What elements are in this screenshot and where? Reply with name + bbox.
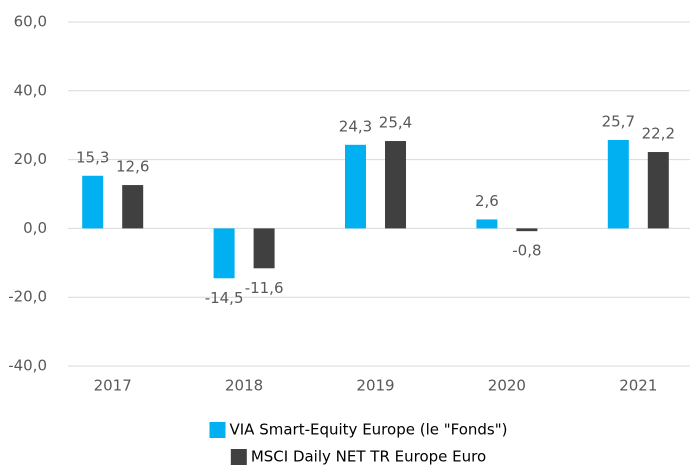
data-label: 2,6 — [475, 192, 499, 210]
x-tick-label: 2020 — [488, 377, 526, 395]
data-label: 25,4 — [379, 114, 412, 132]
bar — [647, 152, 669, 229]
y-tick-label: -20,0 — [8, 288, 47, 306]
data-label: -0,8 — [512, 242, 541, 260]
data-label: -11,6 — [245, 279, 284, 297]
data-label: 12,6 — [116, 158, 149, 176]
bar — [213, 228, 235, 279]
x-tick-label: 2019 — [356, 377, 394, 395]
legend-label: VIA Smart-Equity Europe (le "Fonds") — [230, 421, 508, 439]
y-tick-label: 20,0 — [14, 150, 47, 168]
legend-swatch — [230, 449, 247, 465]
bar — [122, 185, 144, 229]
x-tick-label: 2021 — [619, 377, 657, 395]
data-label: 24,3 — [339, 117, 372, 135]
y-tick-label: -40,0 — [8, 357, 47, 375]
y-tick-label: 0,0 — [23, 219, 47, 237]
legend-swatch — [209, 422, 226, 438]
bar — [253, 228, 275, 269]
bar — [607, 139, 629, 229]
data-label: 15,3 — [76, 148, 109, 166]
legend-label: MSCI Daily NET TR Europe Euro — [251, 448, 486, 466]
bar — [345, 144, 366, 229]
x-tick-label: 2018 — [225, 377, 263, 395]
bar — [82, 175, 104, 229]
bar — [516, 228, 538, 232]
y-tick-label: 40,0 — [14, 81, 47, 99]
bar — [476, 219, 498, 229]
data-label: 25,7 — [602, 112, 635, 130]
y-tick-label: 60,0 — [14, 13, 47, 31]
data-label: 22,2 — [642, 125, 675, 143]
data-label: -14,5 — [205, 289, 244, 307]
bar — [385, 141, 406, 229]
x-tick-label: 2017 — [94, 377, 132, 395]
